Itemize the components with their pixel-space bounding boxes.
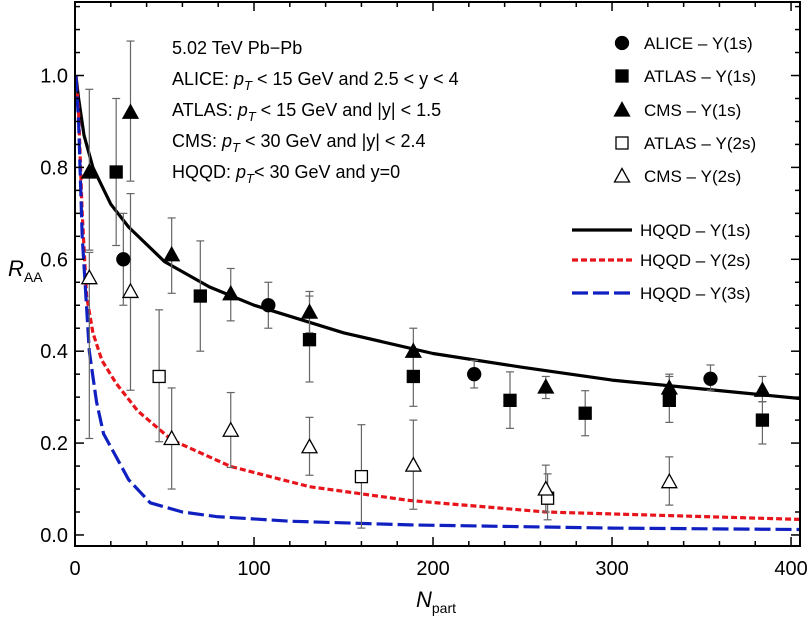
legend-label: HQQD – Υ(2s) <box>640 251 751 270</box>
x-tick-label: 300 <box>595 558 628 580</box>
x-tick-label: 0 <box>69 558 80 580</box>
y-tick-label: 0.2 <box>40 433 68 455</box>
legend-marker <box>614 35 630 51</box>
annotation-text: T <box>232 140 241 155</box>
annotation-text: T <box>246 171 255 186</box>
data-point-series-1 <box>578 406 592 420</box>
axes: 0 100 200 300 400 0.0 0.2 0.4 0.6 0.8 1.0 <box>40 1 808 580</box>
legend-label: ALICE – Υ(1s) <box>644 34 753 53</box>
data-point-series-3 <box>152 369 166 384</box>
data-point-series-3 <box>354 469 369 484</box>
legend-marker <box>613 101 631 117</box>
annotation-text: CMS: <box>172 131 222 151</box>
annotation-text: p <box>237 100 248 120</box>
data-point-series-2 <box>404 342 422 358</box>
data-point-series-0 <box>116 252 131 267</box>
curve-hqqd-3s <box>74 75 801 532</box>
y-tick-label: 0.4 <box>40 341 68 363</box>
data-point-series-2 <box>660 379 678 395</box>
annotation-text: p <box>235 162 246 182</box>
annotation-text: T <box>244 78 253 93</box>
x-tick-label: 400 <box>774 558 807 580</box>
data-point-series-2 <box>80 163 98 179</box>
annotation-text: < 15 GeV and |y| < 1.5 <box>256 100 441 120</box>
data-point-series-1 <box>302 333 317 347</box>
legend-label: CMS – Υ(1s) <box>644 101 741 120</box>
annotation-text: p <box>221 131 232 151</box>
data-point-series-0 <box>467 367 482 382</box>
data-point-series-2 <box>163 245 181 262</box>
y-tick-label: 1.0 <box>40 66 68 88</box>
annotation-text: < 30 GeV and y=0 <box>254 162 400 182</box>
data-point-series-1 <box>109 165 123 179</box>
curve-hqqd-1s <box>74 75 801 401</box>
data-point-series-4 <box>537 480 555 496</box>
data-point-series-1 <box>503 393 517 408</box>
legend: ALICE – Υ(1s) ATLAS – Υ(1s) CMS – Υ(1s) ATL… <box>572 34 756 303</box>
annotation-text: < 30 GeV and |y| < 2.4 <box>240 131 425 151</box>
legend-marker <box>615 69 629 83</box>
annotation-line: 5.02 TeV Pb−Pb <box>172 38 302 58</box>
x-tick-label: 100 <box>237 558 270 580</box>
data-points <box>80 40 772 529</box>
plot-frame <box>74 1 801 547</box>
data-point-series-4 <box>121 282 140 299</box>
data-point-series-1 <box>193 289 207 303</box>
annotation-text: T <box>248 109 257 124</box>
annotation-text: 5.02 TeV Pb−Pb <box>172 38 302 58</box>
legend-label: CMS – Υ(2s) <box>644 167 741 186</box>
data-point-series-4 <box>300 437 319 454</box>
annotation-line: CMS: pT < 30 GeV and |y| < 2.4 <box>172 131 425 155</box>
data-point-series-4 <box>80 268 98 285</box>
legend-label: HQQD – Υ(3s) <box>640 284 751 303</box>
y-axis-label: RAA <box>8 256 43 285</box>
data-point-series-0 <box>703 371 718 386</box>
annotation-text: ATLAS: <box>172 100 238 120</box>
legend-label: HQQD – Υ(1s) <box>640 221 751 240</box>
data-point-series-4 <box>404 456 422 472</box>
data-point-series-4 <box>222 421 240 437</box>
data-point-series-2 <box>537 378 555 394</box>
y-tick-label: 0.0 <box>40 525 68 547</box>
annotation-text: ALICE: <box>172 69 234 89</box>
data-point-series-2 <box>753 381 772 397</box>
model-curves <box>74 75 801 532</box>
data-point-series-2 <box>300 303 319 319</box>
y-tick-label: 0.6 <box>40 249 68 271</box>
annotation-line: HQQD: pT< 30 GeV and y=0 <box>172 162 400 186</box>
legend-marker <box>615 136 629 150</box>
annotation-line: ALICE: pT < 15 GeV and 2.5 < y < 4 <box>172 69 459 93</box>
x-axis-label: Npart <box>416 587 456 616</box>
y-tick-label: 0.8 <box>40 157 68 179</box>
data-point-series-1 <box>662 393 676 408</box>
legend-label: ATLAS – Υ(1s) <box>644 67 756 86</box>
data-point-series-4 <box>660 472 678 489</box>
annotation-line: ATLAS: pT < 15 GeV and |y| < 1.5 <box>172 100 441 124</box>
curve-hqqd-2s <box>74 75 801 521</box>
data-point-series-2 <box>121 103 140 119</box>
data-point-series-1 <box>406 369 420 384</box>
annotation-text: p <box>233 69 244 89</box>
data-point-series-2 <box>222 284 240 301</box>
x-tick-label: 200 <box>416 558 449 580</box>
annotation-text: < 15 GeV and 2.5 < y < 4 <box>252 69 459 89</box>
data-point-series-4 <box>163 429 181 446</box>
data-point-series-0 <box>261 298 276 313</box>
data-point-series-1 <box>755 413 770 427</box>
legend-label: ATLAS – Υ(2s) <box>644 134 756 153</box>
annotation-text: HQQD: <box>172 162 236 182</box>
legend-marker <box>613 167 631 183</box>
